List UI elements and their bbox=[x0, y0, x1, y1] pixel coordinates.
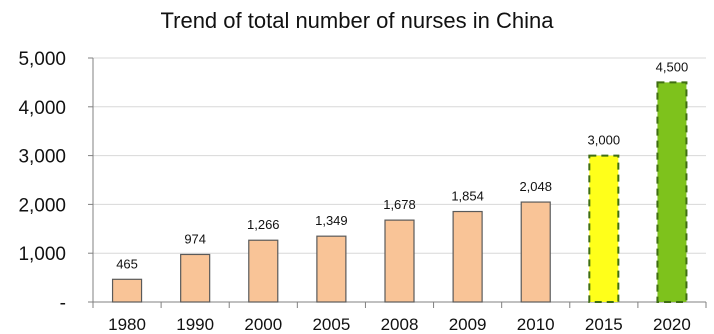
chart-title: Trend of total number of nurses in China bbox=[160, 8, 554, 33]
bar-2009 bbox=[452, 210, 483, 303]
x-tick-labels: 1980 1990 2000 2005 2008 2009 2010 2015 2020 bbox=[108, 315, 691, 334]
data-label: 1,266 bbox=[247, 217, 280, 232]
bar-2020 bbox=[656, 81, 688, 304]
data-label: 974 bbox=[184, 231, 206, 246]
y-tick-label: 3,000 bbox=[18, 147, 66, 168]
x-tick-label: 2015 bbox=[585, 315, 623, 334]
data-label: 1,349 bbox=[315, 213, 348, 228]
y-tick-labels: - 1,000 2,000 3,000 4,000 5,000 bbox=[18, 49, 66, 314]
data-label: 465 bbox=[116, 256, 138, 271]
x-tick-label: 2009 bbox=[449, 315, 487, 334]
bar-2005 bbox=[316, 235, 347, 303]
data-label: 3,000 bbox=[588, 133, 621, 148]
x-tick-label: 1980 bbox=[108, 315, 146, 334]
x-tick-label: 2010 bbox=[517, 315, 555, 334]
data-label: 1,854 bbox=[451, 189, 484, 204]
bar-2000 bbox=[248, 239, 279, 303]
bar-2008 bbox=[384, 219, 415, 303]
x-tick-label: 2020 bbox=[653, 315, 691, 334]
bar-2010 bbox=[520, 201, 551, 303]
x-tick-label: 2000 bbox=[244, 315, 282, 334]
y-tick-label: 2,000 bbox=[18, 195, 66, 216]
y-tick-label: 1,000 bbox=[18, 244, 66, 265]
data-label: 1,678 bbox=[383, 197, 416, 212]
x-tick-label: 2008 bbox=[381, 315, 419, 334]
bar-1990 bbox=[180, 253, 211, 303]
x-tick-label: 1990 bbox=[176, 315, 214, 334]
y-tick-label: 5,000 bbox=[18, 49, 66, 70]
bar-2015 bbox=[588, 154, 620, 303]
data-label: 2,048 bbox=[519, 179, 552, 194]
data-labels: 465 974 1,266 1,349 1,678 1,854 2,048 3,000 4,50… bbox=[116, 59, 688, 271]
y-tick-label: - bbox=[60, 293, 66, 314]
x-tick-label: 2005 bbox=[312, 315, 350, 334]
bar-1980 bbox=[111, 278, 143, 303]
data-label: 4,500 bbox=[656, 59, 689, 74]
bars bbox=[111, 81, 688, 304]
y-tick-label: 4,000 bbox=[18, 98, 66, 119]
